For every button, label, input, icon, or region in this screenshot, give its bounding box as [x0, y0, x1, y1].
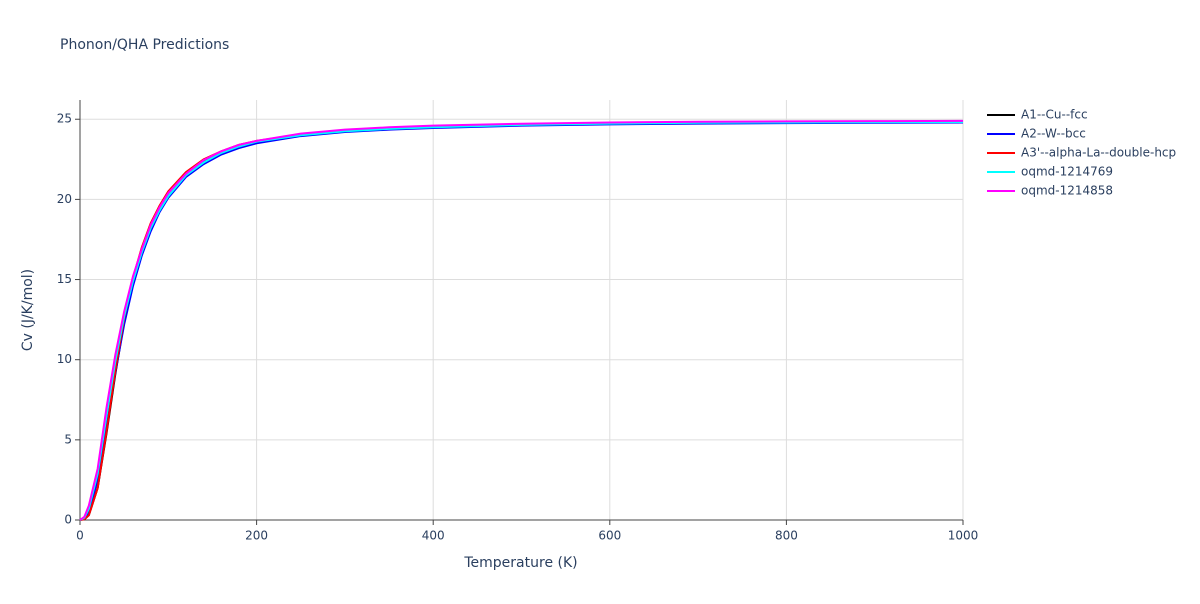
- chart-title: Phonon/QHA Predictions: [60, 37, 229, 53]
- series-line: [79, 121, 964, 521]
- y-axis-label: Cv (J/K/mol): [20, 269, 36, 351]
- x-tick-label: 400: [422, 529, 445, 543]
- legend-label: oqmd-1214769: [1021, 165, 1113, 179]
- y-tick-label: 25: [57, 112, 72, 126]
- series-line: [79, 119, 964, 521]
- series-line: [79, 120, 964, 521]
- y-tick-label: 15: [57, 272, 72, 286]
- x-tick-label: 600: [598, 529, 621, 543]
- legend-label: A1--Cu--fcc: [1021, 108, 1088, 122]
- legend-label: oqmd-1214858: [1021, 184, 1113, 198]
- series-line: [79, 120, 964, 521]
- x-tick-label: 1000: [948, 529, 979, 543]
- y-tick-label: 0: [64, 513, 72, 527]
- x-tick-label: 200: [245, 529, 268, 543]
- legend-label: A2--W--bcc: [1021, 127, 1086, 141]
- y-tick-label: 5: [64, 432, 72, 446]
- y-tick-label: 20: [57, 192, 72, 206]
- x-tick-label: 0: [76, 529, 84, 543]
- series-line: [79, 121, 964, 521]
- x-tick-label: 800: [775, 529, 798, 543]
- y-tick-label: 10: [57, 352, 72, 366]
- x-axis-label: Temperature (K): [463, 555, 577, 571]
- legend-label: A3'--alpha-La--double-hcp: [1021, 146, 1176, 160]
